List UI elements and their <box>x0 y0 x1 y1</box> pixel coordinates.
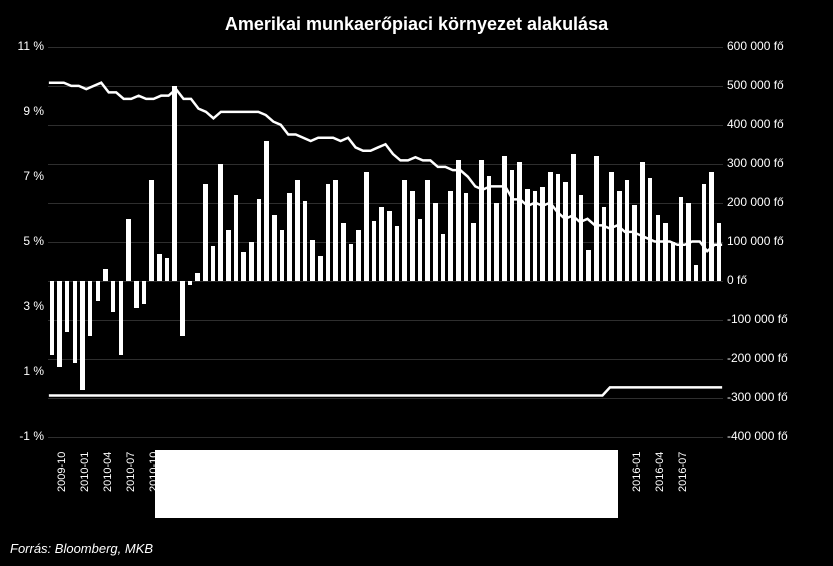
y1-tick-label: 11 % <box>6 39 44 53</box>
x-tick-label: 2010-07 <box>125 452 137 492</box>
x-tick-label: 2010-01 <box>79 452 91 492</box>
y1-tick-label: 5 % <box>6 234 44 248</box>
y2-tick-label: -200 000 fő <box>727 351 827 365</box>
policy-rate-line <box>49 387 722 395</box>
unemployment-line <box>49 83 722 251</box>
gridline <box>48 203 723 204</box>
x-tick-label: 2012-07 <box>309 452 321 492</box>
x-tick-label: 2014-10 <box>516 452 528 492</box>
gridline <box>48 125 723 126</box>
y2-tick-label: -100 000 fő <box>727 312 827 326</box>
gridline <box>48 47 723 48</box>
y1-tick-label: 3 % <box>6 299 44 313</box>
gridline <box>48 398 723 399</box>
y1-tick-label: 7 % <box>6 169 44 183</box>
gridline <box>48 281 723 282</box>
x-tick-label: 2014-07 <box>493 452 505 492</box>
x-tick-label: 2016-01 <box>631 452 643 492</box>
x-tick-label: 2016-07 <box>677 452 689 492</box>
y2-tick-label: -400 000 fő <box>727 429 827 443</box>
y1-tick-label: 9 % <box>6 104 44 118</box>
x-tick-label: 2014-04 <box>470 452 482 492</box>
x-tick-label: 2012-01 <box>263 452 275 492</box>
chart-title: Amerikai munkaerőpiaci környezet alakulá… <box>0 0 833 35</box>
gridline <box>48 242 723 243</box>
x-tick-label: 2011-07 <box>217 452 229 492</box>
gridline <box>48 437 723 438</box>
y1-tick-label: -1 % <box>6 429 44 443</box>
x-tick-label: 2015-01 <box>539 452 551 492</box>
x-tick-label: 2013-01 <box>355 452 367 492</box>
y2-tick-label: 600 000 fő <box>727 39 827 53</box>
gridline <box>48 320 723 321</box>
source-caption: Forrás: Bloomberg, MKB <box>10 541 153 556</box>
gridline <box>48 86 723 87</box>
y2-tick-label: -300 000 fő <box>727 390 827 404</box>
x-tick-label: 2011-04 <box>194 452 206 492</box>
x-tick-label: 2015-07 <box>585 452 597 492</box>
gridline <box>48 359 723 360</box>
x-tick-label: 2015-04 <box>562 452 574 492</box>
x-tick-label: 2014-01 <box>447 452 459 492</box>
x-tick-label: 2013-07 <box>401 452 413 492</box>
y2-tick-label: 400 000 fő <box>727 117 827 131</box>
x-tick-label: 2013-10 <box>424 452 436 492</box>
x-tick-label: 2016-04 <box>654 452 666 492</box>
x-tick-label: 2009-10 <box>56 452 68 492</box>
gridline <box>48 164 723 165</box>
y2-tick-label: 100 000 fő <box>727 234 827 248</box>
x-tick-label: 2011-01 <box>171 452 183 492</box>
x-tick-label: 2010-04 <box>102 452 114 492</box>
x-tick-label: 2011-10 <box>240 452 252 492</box>
x-tick-label: 2012-04 <box>286 452 298 492</box>
y2-tick-label: 300 000 fő <box>727 156 827 170</box>
plot-area <box>48 46 723 436</box>
x-tick-label: 2015-10 <box>608 452 620 492</box>
y2-tick-label: 0 fő <box>727 273 827 287</box>
x-tick-label: 2013-04 <box>378 452 390 492</box>
y2-tick-label: 500 000 fő <box>727 78 827 92</box>
y1-tick-label: 1 % <box>6 364 44 378</box>
x-tick-label: 2010-10 <box>148 452 160 492</box>
y2-tick-label: 200 000 fő <box>727 195 827 209</box>
x-tick-label: 2012-10 <box>332 452 344 492</box>
